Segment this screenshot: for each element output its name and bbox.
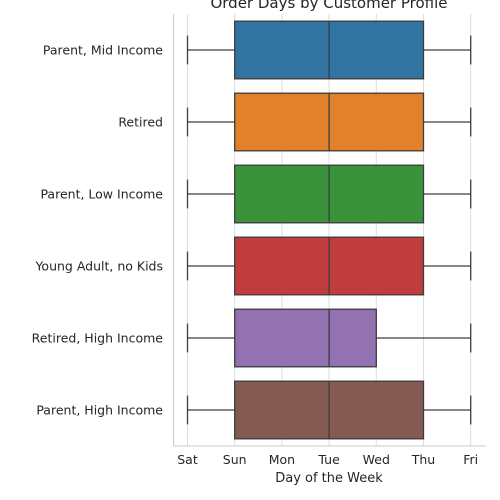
box-group-retired-high-income — [186, 308, 472, 368]
box-group-retired — [186, 92, 472, 152]
y-tick-labels: Parent, Mid Income Retired Parent, Low Inc… — [32, 43, 164, 418]
spine-layer — [173, 14, 486, 447]
x-tick-tue: Tue — [317, 452, 340, 467]
box-layer — [186, 20, 472, 440]
y-tick-parent-high-income: Parent, High Income — [36, 403, 163, 418]
x-tick-fri: Fri — [463, 452, 478, 467]
x-tick-mon: Mon — [269, 452, 295, 467]
x-tick-sun: Sun — [223, 452, 247, 467]
y-tick-retired-high-income: Retired, High Income — [32, 331, 164, 346]
box-group-parent-mid-income — [186, 20, 472, 80]
x-tick-sat: Sat — [177, 452, 198, 467]
x-tick-wed: Wed — [363, 452, 390, 467]
box-group-young-adult-no-kids — [186, 236, 472, 296]
y-tick-parent-low-income: Parent, Low Income — [40, 187, 163, 202]
box-group-parent-high-income — [186, 380, 472, 440]
box-retired-high-income — [234, 308, 377, 368]
x-tick-thu: Thu — [411, 452, 435, 467]
y-tick-young-adult-no-kids: Young Adult, no Kids — [34, 259, 163, 274]
y-tick-parent-mid-income: Parent, Mid Income — [43, 43, 163, 58]
x-tick-labels: Sat Sun Mon Tue Wed Thu Fri — [177, 452, 478, 467]
y-tick-retired: Retired — [118, 115, 163, 130]
chart-title: Order Days by Customer Profile — [210, 0, 447, 12]
box-group-parent-low-income — [186, 164, 472, 224]
grid-layer — [187, 14, 472, 446]
x-axis-label: Day of the Week — [275, 471, 383, 486]
